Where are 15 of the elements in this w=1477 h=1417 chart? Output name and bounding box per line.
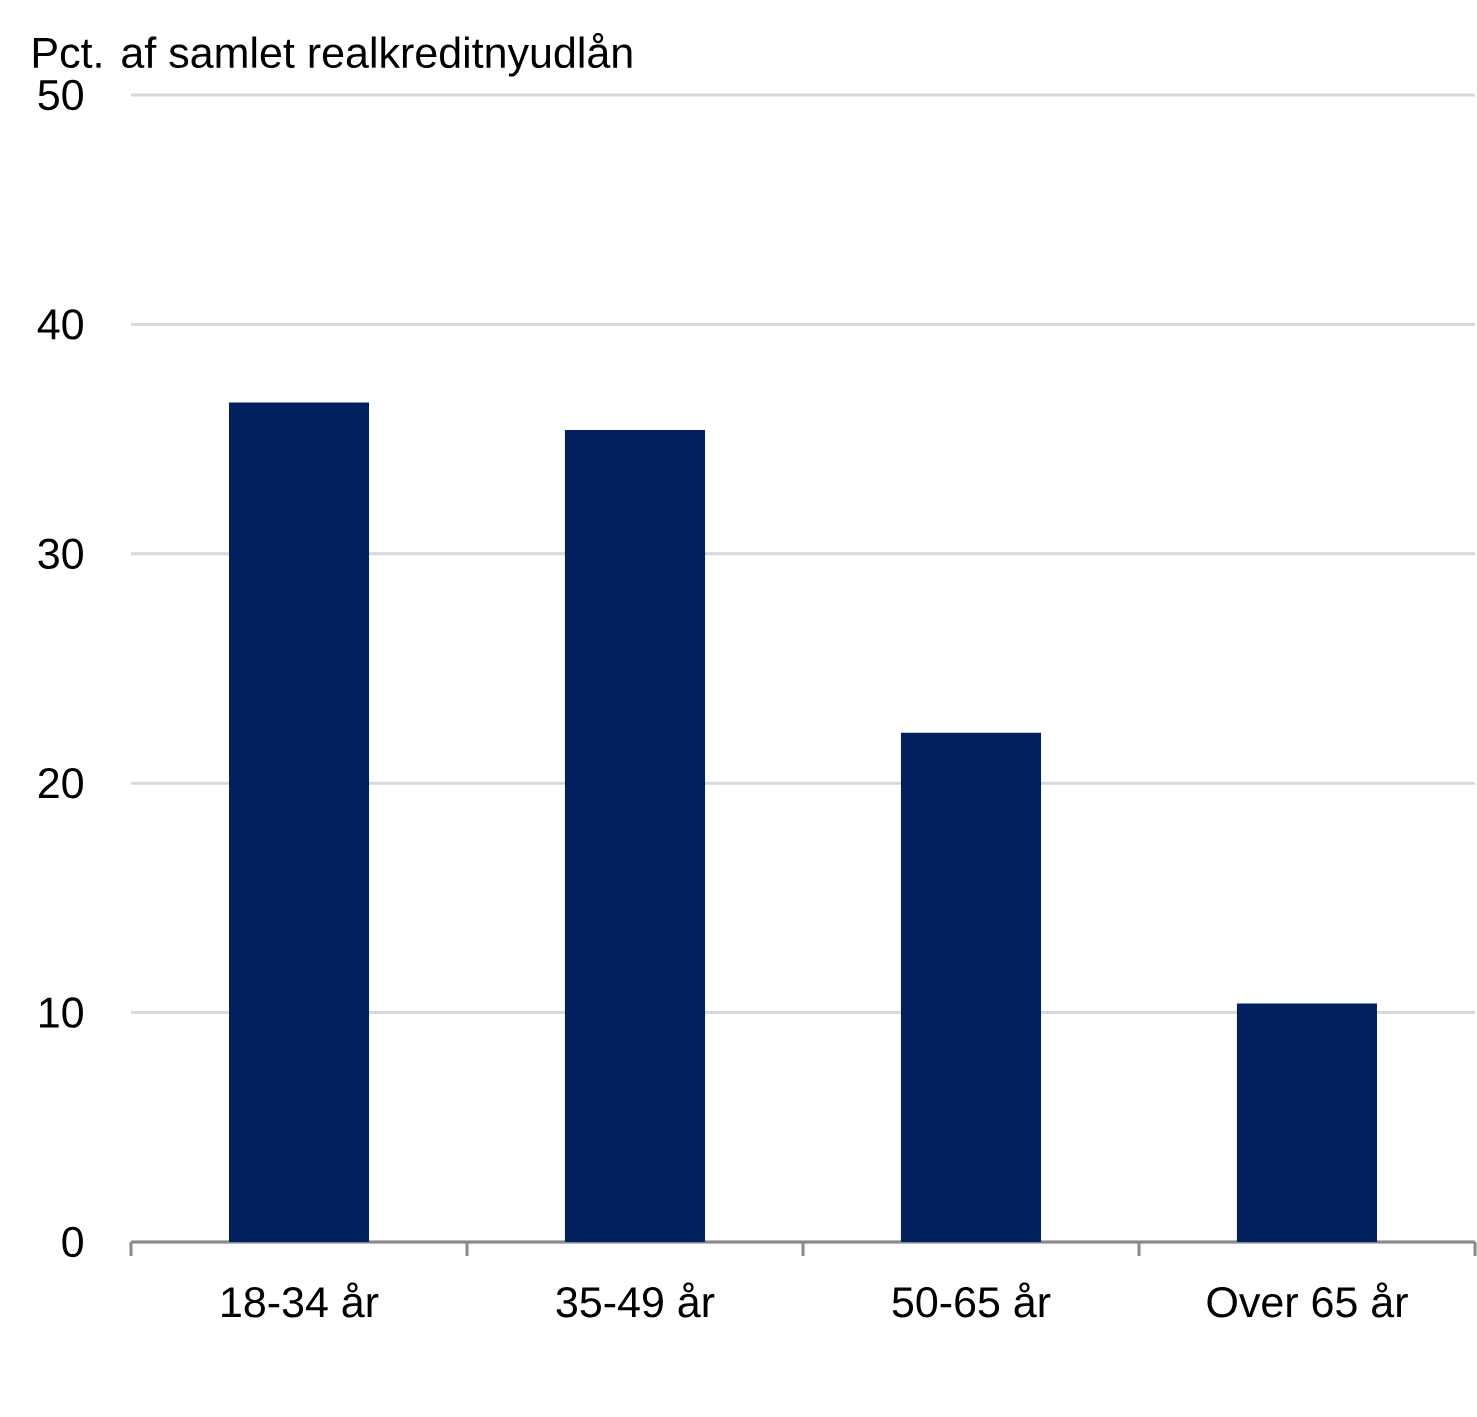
x-tick-label: Over 65 år bbox=[1207, 1282, 1408, 1318]
x-tick-label: 50-65 år bbox=[892, 1282, 1051, 1318]
y-tick-label: 20 bbox=[38, 767, 83, 799]
bar bbox=[228, 402, 370, 1242]
y-tick-label: 50 bbox=[38, 79, 83, 111]
x-tick-label: 35-49 år bbox=[556, 1282, 715, 1318]
y-tick-label: 0 bbox=[62, 1226, 83, 1258]
bar bbox=[900, 732, 1042, 1242]
y-tick-label: 30 bbox=[38, 538, 83, 569]
x-tick-label: 18-34 år bbox=[222, 1282, 379, 1318]
y-tick-label: 40 bbox=[37, 309, 83, 340]
y-tick-label: 10 bbox=[40, 997, 83, 1028]
y-axis-title: Pct. af samlet realkreditnyudlån bbox=[33, 33, 632, 77]
bar bbox=[1236, 1003, 1378, 1242]
bar bbox=[564, 429, 706, 1242]
